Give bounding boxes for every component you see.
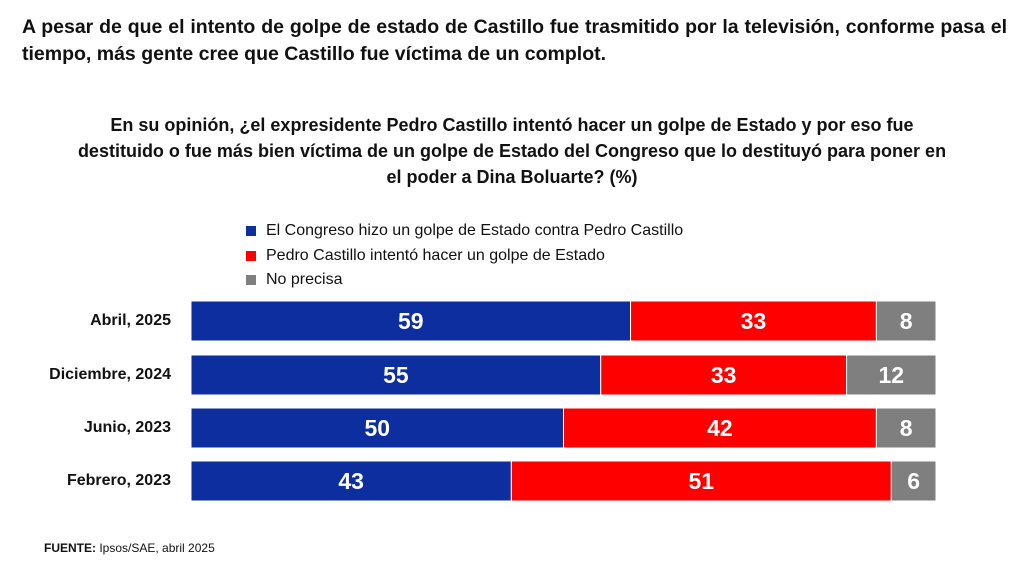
category-label: Febrero, 2023 [66, 472, 171, 489]
data-label-no-precisa: 8 [900, 308, 913, 334]
source-label: FUENTE: [44, 541, 96, 555]
data-label-no-precisa: 8 [900, 415, 913, 441]
bar-segment-no-precisa [875, 300, 937, 342]
bar-segment-congreso [190, 460, 512, 502]
data-label-no-precisa: 12 [879, 362, 905, 388]
bar-segment-no-precisa [875, 407, 937, 449]
bar-segment-castillo [600, 354, 848, 396]
data-label-congreso: 50 [364, 415, 390, 441]
legend-swatch-no-precisa [246, 275, 256, 286]
legend-swatch-congreso [246, 226, 256, 237]
data-label-congreso: 59 [398, 308, 424, 334]
legend-label-castillo: Pedro Castillo intentó hacer un golpe de… [266, 246, 605, 264]
data-label-congreso: 55 [383, 362, 409, 388]
bar-segment-congreso [190, 354, 602, 396]
chart-title: En su opinión, ¿el expresidente Pedro Ca… [77, 115, 947, 187]
data-label-congreso: 43 [338, 468, 364, 494]
headline: A pesar de que el intento de golpe de es… [22, 16, 1007, 65]
legend: El Congreso hizo un golpe de Estado cont… [246, 219, 683, 293]
bar-segment-castillo [563, 407, 877, 449]
data-label-castillo: 33 [711, 362, 737, 388]
category-label: Abril, 2025 [90, 312, 171, 329]
bar-segment-no-precisa [890, 460, 937, 502]
legend-item-no-precisa: No precisa [246, 268, 683, 293]
legend-item-congreso: El Congreso hizo un golpe de Estado cont… [246, 219, 683, 244]
data-label-castillo: 42 [707, 415, 733, 441]
legend-label-no-precisa: No precisa [266, 271, 343, 289]
data-label-no-precisa: 6 [907, 468, 920, 494]
data-label-castillo: 51 [689, 468, 715, 494]
source-note: FUENTE: Ipsos/SAE, abril 2025 [44, 541, 215, 555]
data-label-castillo: 33 [741, 308, 767, 334]
bar-segment-castillo [510, 460, 892, 502]
bar-segment-no-precisa [846, 354, 937, 396]
legend-item-castillo: Pedro Castillo intentó hacer un golpe de… [246, 244, 683, 269]
legend-label-congreso: El Congreso hizo un golpe de Estado cont… [266, 222, 684, 240]
source-text: Ipsos/SAE, abril 2025 [99, 541, 215, 555]
category-label: Diciembre, 2024 [49, 366, 171, 383]
legend-swatch-castillo [246, 250, 256, 261]
category-label: Junio, 2023 [83, 419, 171, 436]
